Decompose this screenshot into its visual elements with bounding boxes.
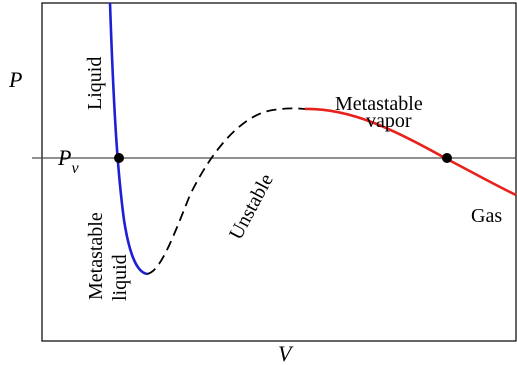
x-axis-label: V (278, 341, 294, 365)
liquid-coexistence-point (114, 153, 124, 163)
metastable-liquid-label-line1: Metastable (85, 212, 107, 300)
unstable-branch-curve (146, 107, 306, 275)
vapor-pressure-label: Pv (57, 145, 79, 177)
unstable-region-label: Unstable (225, 170, 278, 243)
gas-branch-curve (304, 107, 517, 197)
metastable-vapor-label-line1: Metastable (335, 93, 423, 115)
metastable-liquid-label-line2: liquid (109, 254, 131, 301)
metastable-vapor-label-line2: vapor (366, 110, 412, 132)
gas-region-label: Gas (471, 205, 502, 227)
y-axis-label: P (8, 67, 22, 92)
vapor-coexistence-point (442, 153, 452, 163)
liquid-region-label: Liquid (84, 57, 106, 110)
liquid-branch-curve (108, 2, 148, 276)
plot-frame (41, 2, 517, 342)
